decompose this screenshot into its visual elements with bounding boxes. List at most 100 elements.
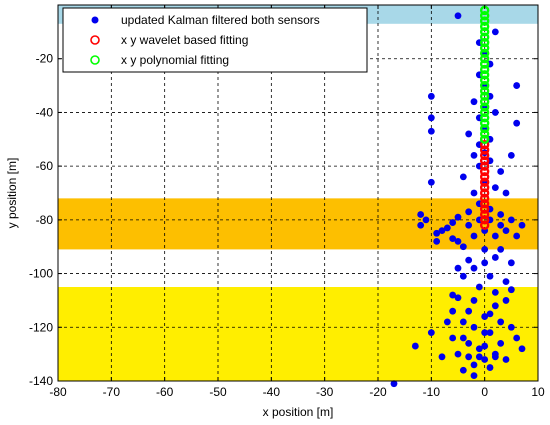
data-point [481,342,489,350]
data-point [479,199,490,209]
x-tick-label: -60 [156,385,174,399]
data-point [454,294,462,302]
data-point [497,168,505,175]
data-point [470,372,478,380]
data-point [513,119,521,127]
data-point [479,113,490,123]
y-tick-label: -140 [29,374,53,388]
data-point [465,353,473,361]
data-point [513,232,521,240]
x-tick-label: -40 [263,385,281,399]
axis-ticks: -80 -70 -60 -50 -40 -30 -20 -10 0 10-20-40-60-80-… [29,5,545,399]
data-point [479,16,490,26]
data-point [479,166,490,177]
data-point [507,152,515,159]
data-point [475,283,483,291]
data-point [479,156,490,166]
x-tick-label: -80 [49,385,67,399]
data-point [491,353,499,361]
data-point [479,209,490,220]
data-point [479,182,490,193]
x-tick-label: -50 [209,385,227,399]
data-point [486,272,494,280]
data-point [449,219,457,226]
data-point [470,152,478,159]
data-point [479,37,490,48]
band-2 [58,287,538,381]
data-point [486,310,494,318]
y-tick-label: -20 [36,52,54,66]
series-1 [479,134,490,230]
data-point [497,221,505,229]
data-point [479,59,490,69]
data-point [427,127,435,135]
data-point [502,189,510,197]
data-point [497,340,505,347]
data-point [479,129,490,139]
data-point [513,334,521,342]
series-layer [390,5,526,388]
y-axis-label: y position [m] [5,158,19,229]
data-point [513,82,521,89]
data-point [507,216,515,224]
data-point [427,92,435,100]
data-point [465,221,473,229]
data-point [479,107,490,118]
data-point [438,227,446,235]
grid-lines [58,5,538,381]
series-0 [390,12,526,388]
data-point [479,204,490,214]
data-point [502,278,510,286]
data-point [411,342,419,350]
data-point [479,80,490,91]
data-point [491,184,499,192]
legend-label-2: x y polynomial fitting [121,53,229,67]
data-point [449,291,457,299]
series-2 [479,5,490,144]
data-point [479,32,490,42]
data-point [481,246,489,253]
data-point [470,189,478,197]
data-point [449,334,457,342]
data-point [390,380,398,388]
data-point [454,264,462,272]
data-point [454,237,462,245]
data-point [479,145,490,155]
data-point [518,221,526,229]
data-point [497,211,505,218]
y-tick-label: -80 [36,213,54,227]
data-point [479,220,490,230]
data-point [479,11,490,21]
data-point [459,366,467,374]
data-point [479,91,490,102]
data-point [454,12,462,20]
data-point [454,350,462,358]
data-point [459,173,467,181]
data-point [479,150,490,161]
data-point [491,254,499,261]
data-point [470,98,478,106]
data-point [497,246,505,253]
x-tick-label: -10 [423,385,441,399]
data-point [470,323,478,331]
x-tick-label: -30 [316,385,334,399]
data-point [502,356,510,363]
data-point [459,334,467,342]
data-point [427,114,435,122]
y-tick-label: -40 [36,105,54,119]
x-axis-label: x position [m] [263,405,334,419]
data-point [479,54,490,64]
data-point [481,329,489,337]
data-point [479,21,490,32]
data-point [479,27,490,37]
y-tick-label: -100 [29,267,53,281]
data-point [438,353,446,361]
data-point [465,307,473,315]
data-point [479,70,490,80]
data-point [475,353,483,361]
data-point [470,264,478,272]
data-point [422,216,430,224]
data-point [479,118,490,128]
data-point [491,232,499,240]
legend-marker-1 [90,35,100,45]
